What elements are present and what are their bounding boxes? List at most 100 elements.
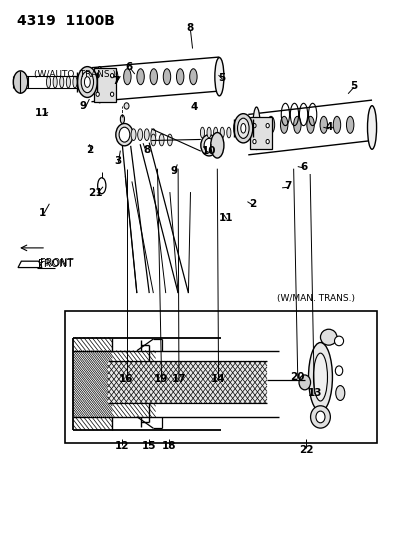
Ellipse shape	[66, 76, 70, 88]
Ellipse shape	[293, 116, 300, 133]
Ellipse shape	[310, 406, 330, 428]
Text: 15: 15	[142, 441, 156, 451]
Text: 1: 1	[38, 208, 45, 219]
Ellipse shape	[237, 118, 249, 139]
Text: 20: 20	[290, 372, 304, 382]
Ellipse shape	[110, 74, 114, 78]
Ellipse shape	[138, 129, 142, 141]
Ellipse shape	[308, 343, 332, 411]
Ellipse shape	[332, 116, 340, 133]
Ellipse shape	[110, 69, 118, 85]
Text: 11: 11	[218, 213, 232, 223]
Ellipse shape	[123, 69, 131, 85]
Text: 8: 8	[143, 144, 150, 155]
Text: 22: 22	[298, 445, 313, 455]
Text: 18: 18	[161, 441, 176, 451]
Ellipse shape	[267, 116, 274, 133]
Ellipse shape	[46, 76, 50, 88]
Text: 2: 2	[248, 199, 255, 209]
Text: (W/AUTO. TRANS.): (W/AUTO. TRANS.)	[33, 70, 115, 78]
Bar	[93, 68, 116, 102]
Ellipse shape	[200, 127, 204, 138]
Text: 19: 19	[153, 374, 168, 384]
Ellipse shape	[252, 140, 256, 144]
Ellipse shape	[163, 69, 170, 85]
Ellipse shape	[137, 69, 144, 85]
Ellipse shape	[220, 127, 224, 138]
Ellipse shape	[346, 116, 353, 133]
Ellipse shape	[81, 71, 93, 93]
Ellipse shape	[167, 134, 172, 146]
Ellipse shape	[96, 92, 99, 96]
Ellipse shape	[240, 124, 245, 133]
Ellipse shape	[13, 71, 28, 93]
Text: (W/MAN. TRANS.): (W/MAN. TRANS.)	[276, 294, 354, 303]
Bar	[64, 311, 377, 443]
Ellipse shape	[319, 116, 327, 133]
Ellipse shape	[213, 127, 217, 138]
Ellipse shape	[298, 375, 310, 390]
Ellipse shape	[233, 114, 252, 143]
Text: 9: 9	[79, 101, 87, 111]
Text: 5: 5	[217, 73, 225, 83]
Text: 6: 6	[125, 62, 132, 72]
Polygon shape	[18, 261, 42, 268]
Ellipse shape	[189, 69, 197, 85]
Ellipse shape	[214, 58, 223, 96]
Text: 5: 5	[349, 81, 356, 91]
Text: 11: 11	[35, 108, 49, 118]
Bar	[108, 361, 266, 403]
Ellipse shape	[176, 69, 183, 85]
Ellipse shape	[159, 134, 164, 146]
Text: 9: 9	[170, 166, 177, 176]
Ellipse shape	[367, 106, 376, 149]
Text: 4319  1100B: 4319 1100B	[17, 14, 115, 28]
Ellipse shape	[313, 353, 327, 401]
Ellipse shape	[120, 115, 124, 124]
Text: 7: 7	[112, 77, 120, 86]
Ellipse shape	[315, 411, 324, 423]
Ellipse shape	[204, 139, 214, 152]
Text: 2: 2	[85, 144, 93, 155]
Text: 4: 4	[190, 102, 198, 112]
Ellipse shape	[200, 135, 217, 156]
Ellipse shape	[335, 385, 344, 400]
Ellipse shape	[59, 76, 64, 88]
Text: 21: 21	[88, 188, 102, 198]
Ellipse shape	[266, 140, 268, 144]
Ellipse shape	[73, 76, 77, 88]
Text: 3: 3	[114, 156, 121, 166]
Text: 13: 13	[307, 388, 322, 398]
Bar	[250, 117, 271, 149]
Ellipse shape	[77, 67, 97, 98]
Text: 12: 12	[115, 441, 129, 451]
Text: 4: 4	[324, 122, 332, 132]
Ellipse shape	[252, 124, 256, 128]
Ellipse shape	[210, 133, 223, 158]
Text: 10: 10	[201, 146, 216, 156]
Text: 7: 7	[283, 181, 290, 191]
Ellipse shape	[116, 124, 133, 146]
Text: 16: 16	[119, 374, 133, 384]
Ellipse shape	[131, 129, 136, 141]
Ellipse shape	[226, 127, 230, 138]
Ellipse shape	[53, 76, 57, 88]
Ellipse shape	[144, 129, 149, 141]
Ellipse shape	[150, 129, 155, 141]
Ellipse shape	[96, 74, 99, 78]
Ellipse shape	[206, 127, 211, 138]
Text: FRONT: FRONT	[38, 260, 73, 269]
Ellipse shape	[252, 107, 260, 150]
Ellipse shape	[280, 116, 287, 133]
Ellipse shape	[96, 67, 103, 103]
Ellipse shape	[320, 329, 336, 345]
Ellipse shape	[84, 77, 90, 87]
Ellipse shape	[150, 69, 157, 85]
Ellipse shape	[335, 366, 342, 375]
Text: 6: 6	[299, 161, 307, 172]
Text: 17: 17	[171, 374, 186, 384]
Ellipse shape	[334, 336, 343, 346]
Ellipse shape	[124, 103, 129, 109]
Ellipse shape	[150, 134, 155, 146]
Text: 8: 8	[186, 23, 194, 34]
